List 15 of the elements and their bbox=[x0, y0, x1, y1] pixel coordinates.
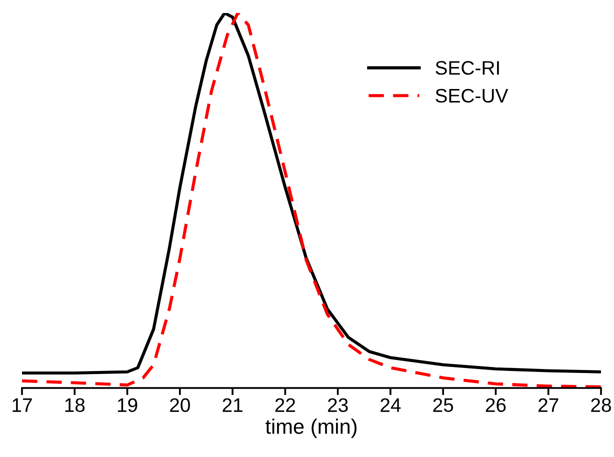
x-tick-label: 20 bbox=[170, 398, 190, 412]
x-tick-label: 19 bbox=[118, 398, 138, 412]
x-tick-label: 26 bbox=[486, 398, 506, 412]
legend-label: SEC-UV bbox=[436, 88, 508, 103]
x-tick-label: 27 bbox=[538, 398, 558, 412]
x-tick-label: 25 bbox=[433, 398, 454, 412]
x-tick-label: 21 bbox=[222, 398, 242, 412]
legend-label: SEC-RI bbox=[436, 61, 499, 75]
x-tick-label: 23 bbox=[328, 398, 348, 412]
x-tick-label: 22 bbox=[275, 398, 296, 412]
x-tick-label: 17 bbox=[12, 398, 32, 412]
x-tick-label: 18 bbox=[65, 398, 85, 412]
x-tick-label: 28 bbox=[591, 398, 611, 412]
x-tick-label: 24 bbox=[380, 398, 401, 412]
x-axis-title: time (min) bbox=[266, 418, 357, 438]
